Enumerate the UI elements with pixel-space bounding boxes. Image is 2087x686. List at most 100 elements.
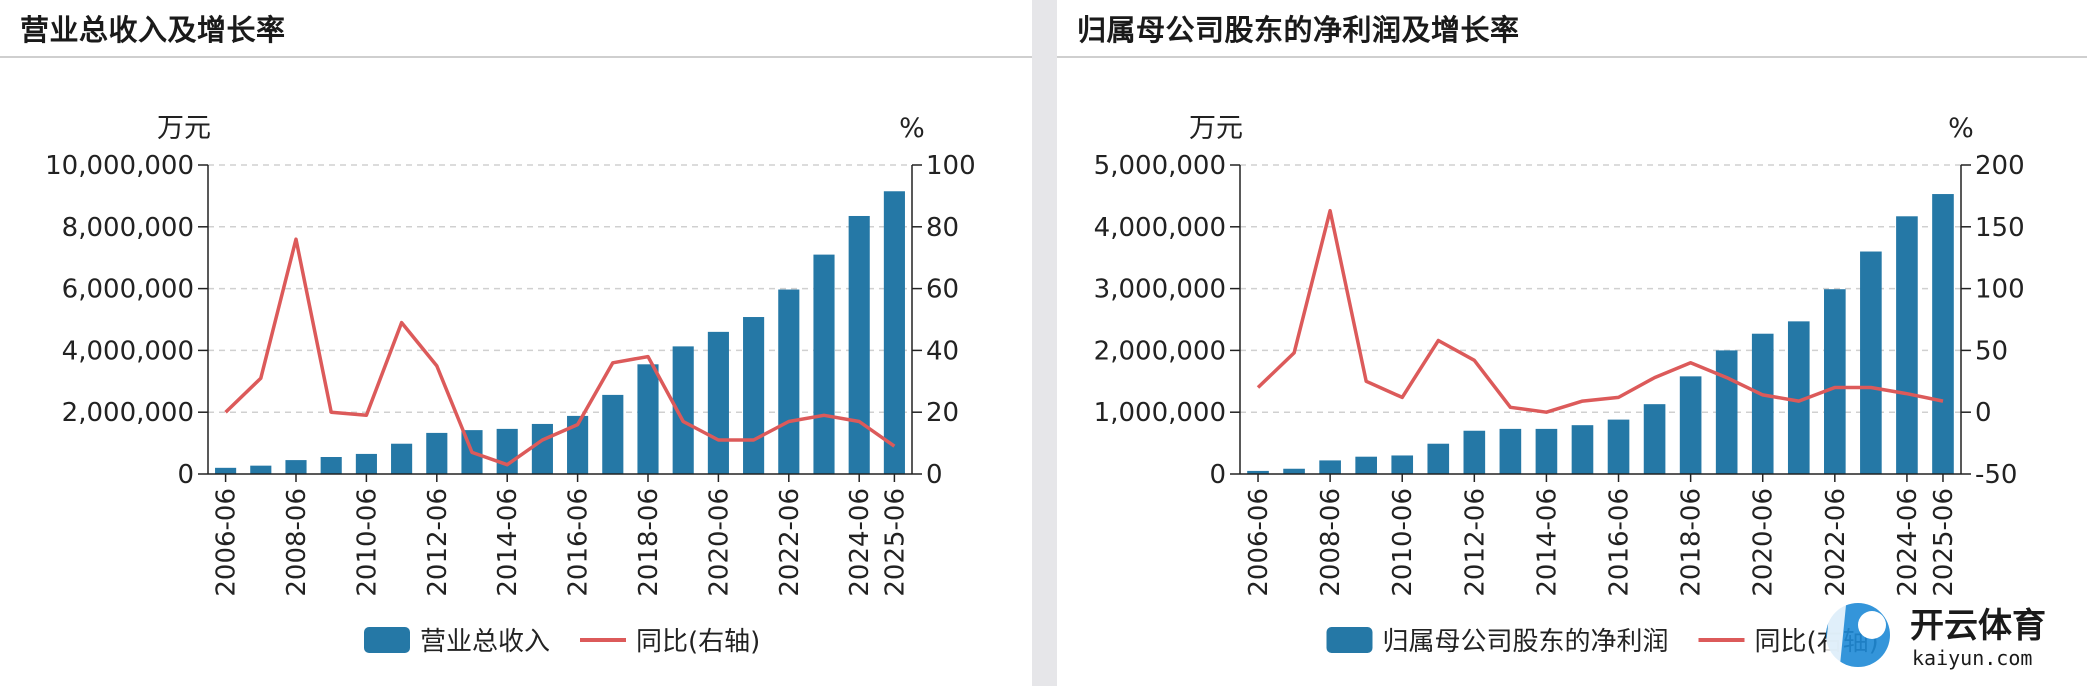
net-profit-chart: 0 1,000,000 2,000,000 3,000,000 4,000,000 5,0…: [1094, 113, 2025, 657]
panel-title: 营业总收入及增长率: [20, 13, 286, 47]
legend-bar-label: 营业总收入: [420, 627, 550, 657]
left-tick-label: 0: [177, 460, 194, 490]
bar: [355, 453, 377, 474]
bar: [778, 289, 800, 474]
revenue-chart: 0 2,000,000 4,000,000 6,000,000 8,000,000 10,…: [45, 113, 976, 657]
legend-bar-label: 归属母公司股东的净利润: [1383, 627, 1669, 657]
left-tick-label: 8,000,000: [62, 213, 194, 243]
left-tick-label: 2,000,000: [1094, 336, 1226, 366]
bar: [567, 415, 589, 474]
left-tick-label: 3,000,000: [1094, 275, 1226, 305]
x-tick-label: 2018-06: [1677, 488, 1707, 597]
x-tick-label: 2025-06: [1929, 488, 1959, 597]
legend-bar-swatch: [1326, 627, 1373, 653]
x-tick-label: 2024-06: [845, 488, 875, 597]
brand-logo-icon: [1824, 603, 1890, 667]
bar: [1824, 289, 1846, 474]
x-tick-label: 2006-06: [1244, 488, 1274, 597]
panel-header: 营业总收入及增长率: [0, 0, 1032, 58]
left-unit-label: 万元: [1189, 113, 1243, 144]
x-tick-label: 2022-06: [775, 488, 805, 597]
legend-line-label: 同比(右轴): [636, 627, 760, 657]
bar: [1499, 428, 1522, 474]
x-tick-label: 2025-06: [880, 488, 910, 597]
bar: [1247, 470, 1269, 474]
bar: [426, 432, 448, 474]
bar: [1571, 425, 1594, 474]
bar: [672, 346, 694, 474]
bar: [602, 394, 624, 474]
right-tick-label: 50: [1975, 336, 2008, 366]
x-tick-label: 2008-06: [282, 488, 312, 597]
bar: [848, 215, 870, 475]
bar: [391, 443, 413, 474]
left-tick-label: 5,000,000: [1094, 151, 1226, 181]
right-tick-label: 20: [926, 398, 959, 428]
x-tick-label: 2018-06: [634, 488, 664, 597]
x-tick-label: 2014-06: [493, 488, 523, 597]
bar: [285, 460, 307, 474]
left-tick-label: 0: [1209, 460, 1226, 490]
revenue-panel: 营业总收入及增长率 0 2,000,000 4,000,000 6,000,000 8,…: [0, 0, 1032, 686]
bar: [1860, 251, 1882, 474]
bar: [1283, 468, 1305, 474]
right-tick-label: 40: [926, 336, 959, 366]
bar: [250, 465, 272, 474]
x-tick-label: 2024-06: [1893, 488, 1923, 597]
left-tick-label: 2,000,000: [62, 398, 194, 428]
x-tick-label: 2010-06: [1388, 488, 1418, 597]
right-tick-label: 100: [926, 151, 976, 181]
right-tick-label: 60: [926, 275, 959, 305]
bar: [1715, 350, 1738, 474]
x-tick-label: 2022-06: [1821, 488, 1851, 597]
x-tick-label: 2006-06: [212, 488, 242, 597]
right-unit-label: %: [1948, 113, 1974, 144]
right-tick-label: 0: [926, 460, 943, 490]
right-tick-label: 100: [1975, 275, 2025, 305]
left-tick-label: 6,000,000: [62, 275, 194, 305]
panel-title: 归属母公司股东的净利润及增长率: [1077, 13, 1520, 47]
x-tick-label: 2020-06: [704, 488, 734, 597]
bar: [1535, 428, 1558, 474]
bar: [1896, 216, 1918, 474]
bar: [215, 467, 237, 474]
bar: [637, 364, 659, 474]
bar: [883, 191, 905, 474]
left-tick-label: 1,000,000: [1094, 398, 1226, 428]
bar: [1643, 404, 1666, 474]
right-tick-label: 200: [1975, 151, 2025, 181]
x-tick-label: 2008-06: [1316, 488, 1346, 597]
panel-header: 归属母公司股东的净利润及增长率: [1057, 0, 2087, 58]
bar: [813, 254, 835, 474]
x-tick-label: 2012-06: [423, 488, 453, 597]
left-tick-label: 4,000,000: [1094, 213, 1226, 243]
brand-watermark: 开云体育 kaiyun.com: [1824, 603, 2046, 670]
right-tick-label: 80: [926, 213, 959, 243]
bar: [1607, 419, 1630, 474]
x-tick-label: 2016-06: [564, 488, 594, 597]
left-tick-label: 4,000,000: [62, 336, 194, 366]
bar: [1427, 443, 1450, 474]
brand-url: kaiyun.com: [1912, 646, 2032, 670]
net-profit-panel: 归属母公司股东的净利润及增长率 0 1,000,000 2,000,000 3,000…: [1057, 0, 2087, 686]
left-unit-label: 万元: [157, 113, 211, 144]
bar: [1319, 460, 1341, 474]
bar: [743, 317, 765, 474]
growth-line: [1256, 208, 1944, 414]
x-tick-label: 2012-06: [1460, 488, 1490, 597]
x-tick-label: 2014-06: [1532, 488, 1562, 597]
growth-line: [224, 237, 896, 467]
right-unit-label: %: [899, 113, 925, 144]
bar: [1932, 194, 1954, 474]
bar: [1751, 333, 1774, 474]
x-tick-label: 2020-06: [1749, 488, 1779, 597]
brand-name: 开云体育: [1910, 606, 2046, 646]
bar: [1355, 456, 1377, 474]
legend-bar-swatch: [364, 627, 410, 653]
bar: [1391, 455, 1414, 474]
left-tick-label: 10,000,000: [45, 151, 194, 181]
bar: [496, 428, 518, 474]
bar: [1787, 321, 1810, 474]
bar: [1463, 430, 1486, 474]
x-tick-label: 2010-06: [352, 488, 382, 597]
